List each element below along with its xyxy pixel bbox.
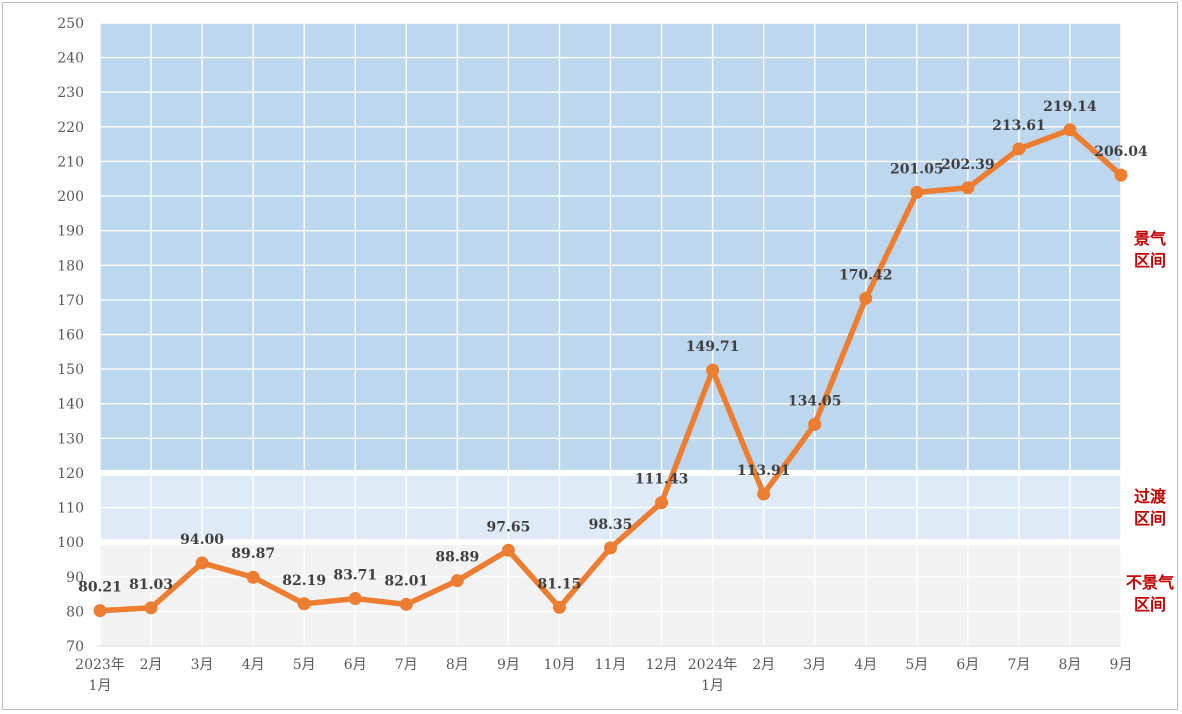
- y-tick-label: 110: [57, 501, 84, 517]
- x-tick-label: 2月: [140, 657, 163, 673]
- y-tick-label: 70: [66, 639, 84, 655]
- x-tick-label: 3月: [191, 657, 214, 673]
- y-tick-label: 220: [57, 120, 84, 136]
- data-point: [399, 597, 413, 611]
- zone-labels: 不景气区间 过渡区间 景气区间: [1126, 229, 1174, 614]
- data-label: 81.03: [129, 577, 173, 593]
- y-tick-label: 240: [57, 51, 84, 67]
- x-tick-label: 6月: [344, 657, 367, 673]
- data-label: 82.19: [282, 573, 326, 589]
- x-tick-label: 7月: [395, 657, 418, 673]
- data-point: [501, 543, 515, 557]
- data-point: [604, 541, 617, 555]
- data-point: [450, 574, 464, 588]
- data-label: 94.00: [180, 532, 224, 548]
- zone-label: 过渡区间: [1134, 487, 1167, 528]
- data-label: 88.89: [435, 550, 479, 566]
- x-tick-label: 3月: [803, 657, 826, 673]
- data-label: 170.42: [839, 267, 893, 283]
- data-point: [144, 601, 158, 615]
- data-label: 81.15: [538, 576, 582, 592]
- data-label: 83.71: [333, 568, 377, 584]
- data-point: [808, 417, 822, 431]
- x-tick-label: 6月: [956, 657, 979, 673]
- x-tick-label: 4月: [854, 657, 877, 673]
- x-tick-label: 12月: [646, 657, 678, 673]
- x-tick-label: 2月: [752, 657, 775, 673]
- data-label: 149.71: [686, 339, 740, 355]
- y-tick-label: 180: [57, 258, 84, 274]
- y-tick-label: 160: [57, 328, 84, 344]
- data-point: [348, 592, 362, 606]
- y-axis-tick-labels: 70 80 90 100 110 120 130 140 150 160 170 180 190 200 2…: [57, 16, 84, 655]
- y-tick-label: 210: [57, 154, 84, 170]
- data-point: [195, 556, 209, 570]
- x-tick-label: 11月: [595, 657, 627, 673]
- data-point: [757, 487, 771, 501]
- x-tick-label: 5月: [293, 657, 316, 673]
- data-point: [297, 597, 311, 611]
- data-label: 80.21: [78, 580, 122, 596]
- data-point: [552, 600, 566, 614]
- data-label: 98.35: [589, 517, 633, 533]
- data-labels: 80.21 81.03 94.00 89.87 82.19 83.71 82.01 88.89…: [78, 99, 1148, 596]
- data-point: [1063, 123, 1077, 137]
- zone-label: 不景气区间: [1126, 573, 1174, 614]
- data-point: [246, 570, 260, 584]
- data-point: [1012, 142, 1026, 156]
- y-tick-label: 250: [57, 16, 84, 32]
- x-tick-label: 7月: [1007, 657, 1030, 673]
- x-tick-label: 5月: [905, 657, 928, 673]
- data-label: 202.39: [941, 157, 995, 173]
- y-tick-label: 200: [57, 189, 84, 205]
- y-tick-label: 230: [57, 85, 84, 101]
- y-tick-label: 190: [57, 224, 84, 240]
- data-point: [655, 496, 669, 510]
- x-tick-label: 2023年 1月: [75, 657, 125, 694]
- gridlines: [98, 22, 1122, 647]
- data-label: 97.65: [486, 519, 530, 535]
- zone-label: 景气区间: [1134, 229, 1166, 270]
- data-points: [93, 123, 1128, 618]
- y-tick-label: 100: [57, 535, 84, 551]
- data-label: 111.43: [635, 472, 689, 488]
- y-tick-label: 120: [57, 466, 84, 482]
- x-tick-label: 9月: [1110, 657, 1133, 673]
- data-point: [1114, 168, 1128, 182]
- data-point: [706, 363, 720, 377]
- x-tick-label: 8月: [1058, 657, 1081, 673]
- data-point: [93, 604, 107, 618]
- x-tick-label: 8月: [446, 657, 469, 673]
- y-tick-label: 170: [57, 293, 84, 309]
- y-tick-label: 90: [66, 570, 84, 586]
- x-tick-label: 10月: [544, 657, 576, 673]
- data-label: 213.61: [992, 118, 1046, 134]
- data-label: 134.05: [788, 393, 842, 409]
- x-tick-label: 2024年 1月: [688, 657, 738, 694]
- data-point: [910, 185, 924, 199]
- y-tick-label: 80: [66, 604, 84, 620]
- data-label: 89.87: [231, 546, 275, 562]
- x-tick-label: 9月: [497, 657, 520, 673]
- data-label: 113.91: [737, 463, 791, 479]
- data-label: 82.01: [384, 573, 428, 589]
- data-label: 206.04: [1094, 144, 1148, 160]
- x-axis-tick-labels: 2023年 1月 2月 3月 4月 5月 6月 7月 8月 9月 10月 11月 12月 2024年 1月 2…: [75, 657, 1132, 694]
- y-tick-label: 140: [57, 397, 84, 413]
- y-tick-label: 150: [57, 362, 84, 378]
- x-tick-label: 4月: [242, 657, 265, 673]
- data-point: [961, 181, 975, 195]
- data-point: [859, 291, 873, 305]
- y-tick-label: 130: [57, 431, 84, 447]
- data-label: 219.14: [1043, 99, 1097, 115]
- data-label: 201.05: [890, 161, 944, 177]
